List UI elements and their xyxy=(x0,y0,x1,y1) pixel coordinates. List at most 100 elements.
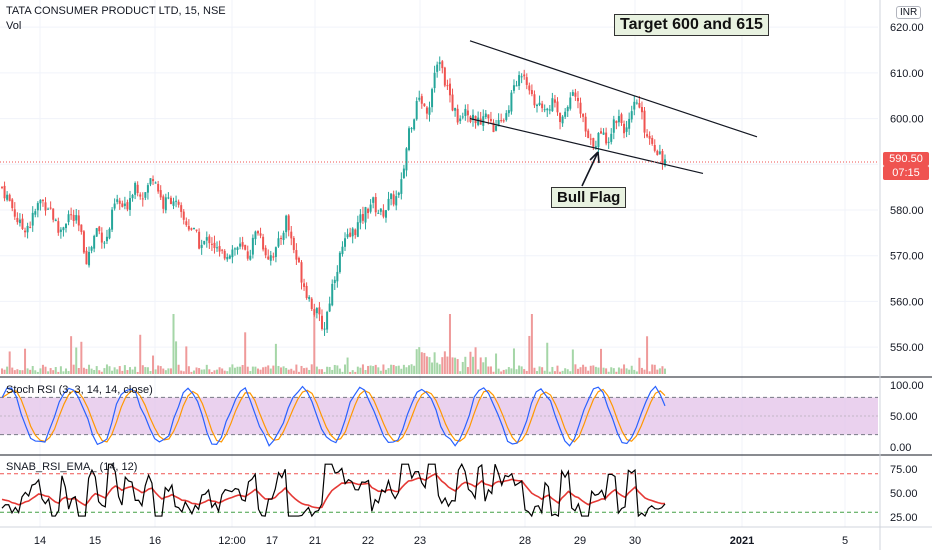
volume-bar xyxy=(162,368,165,374)
candle-body xyxy=(18,219,21,224)
candle-body xyxy=(70,214,73,216)
candle-body xyxy=(3,185,6,199)
candle-body xyxy=(392,194,395,205)
volume-bar xyxy=(338,368,341,374)
candle-body xyxy=(405,148,408,171)
candle-body xyxy=(1,186,3,188)
volume-bar xyxy=(231,364,234,374)
candle-body xyxy=(617,116,620,123)
volume-bar xyxy=(280,367,283,374)
volume-bar xyxy=(448,314,451,374)
volume-bar xyxy=(287,369,290,374)
volume-bar xyxy=(382,364,385,374)
volume-bar xyxy=(474,347,477,374)
candle-body xyxy=(295,250,298,260)
candle-body xyxy=(459,118,462,122)
candle-body xyxy=(34,211,37,215)
volume-bar xyxy=(433,352,436,374)
candle-body xyxy=(300,262,303,283)
volume-bar xyxy=(648,371,651,374)
volume-bar xyxy=(310,364,313,374)
candle-body xyxy=(400,179,403,194)
volume-bar xyxy=(264,366,267,374)
volume-bars xyxy=(1,314,666,374)
volume-bar xyxy=(269,368,272,374)
volume-bar xyxy=(313,314,316,374)
volume-bar xyxy=(431,362,434,374)
candle-body xyxy=(556,101,559,113)
candle-body xyxy=(236,247,239,250)
volume-bar xyxy=(628,369,631,374)
candle-body xyxy=(146,185,149,193)
volume-bar xyxy=(525,370,528,374)
volume-bar xyxy=(410,364,413,374)
candle-body xyxy=(162,196,165,209)
candle-body xyxy=(182,211,185,220)
volume-bar xyxy=(625,368,628,374)
candle-body xyxy=(297,257,300,263)
candle-body xyxy=(6,194,9,200)
volume-bar xyxy=(190,371,193,374)
volume-bar xyxy=(423,352,426,374)
volume-bar xyxy=(372,366,375,374)
volume-bar xyxy=(123,365,126,374)
time-axis-label: 29 xyxy=(574,535,586,547)
candle-body xyxy=(131,195,134,199)
candle-body xyxy=(318,307,321,315)
volume-bar xyxy=(315,366,318,374)
volume-bar xyxy=(346,357,349,374)
candle-body xyxy=(653,144,656,151)
price-tick-label: 570.00 xyxy=(890,251,924,263)
volume-bar xyxy=(210,371,213,374)
candle-body xyxy=(515,85,518,87)
volume-bar xyxy=(21,370,24,374)
volume-bar xyxy=(113,367,116,374)
stoch-rsi-label: Stoch RSI (3, 3, 14, 14, close) xyxy=(6,384,153,396)
volume-bar xyxy=(226,371,229,374)
volume-bar xyxy=(274,343,277,374)
candle-body xyxy=(569,97,572,109)
candle-body xyxy=(443,67,446,86)
volume-bar xyxy=(192,370,195,374)
candle-body xyxy=(451,94,454,111)
candle-body xyxy=(346,234,349,238)
volume-bar xyxy=(169,368,172,374)
volume-bar xyxy=(59,366,62,374)
volume-bar xyxy=(75,347,78,374)
candle-body xyxy=(123,203,126,206)
candle-body xyxy=(625,127,628,132)
volume-bar xyxy=(461,361,464,374)
volume-bar xyxy=(141,365,144,374)
candle-body xyxy=(249,255,252,260)
time-axis-label: 2021 xyxy=(730,535,754,547)
volume-bar xyxy=(651,364,654,374)
bar-countdown-tag: 07:15 xyxy=(883,166,929,180)
volume-bar xyxy=(118,366,121,374)
candle-body xyxy=(185,221,188,226)
currency-badge[interactable]: INR xyxy=(896,6,922,19)
volume-bar xyxy=(633,369,636,374)
candle-body xyxy=(664,159,666,166)
volume-bar xyxy=(528,335,531,374)
candle-body xyxy=(592,138,595,147)
volume-bar xyxy=(320,369,323,374)
price-tick-label: 550.00 xyxy=(890,342,924,354)
candle-body xyxy=(57,221,60,233)
volume-bar xyxy=(597,367,600,374)
candle-body xyxy=(413,119,416,130)
volume-bar xyxy=(198,368,201,374)
volume-bar xyxy=(415,349,418,374)
volume-bar xyxy=(208,369,211,374)
candle-body xyxy=(54,219,57,222)
volume-bar xyxy=(569,371,572,374)
volume-bar xyxy=(548,371,551,374)
candle-body xyxy=(116,199,119,202)
volume-bar xyxy=(587,370,590,374)
volume-bar xyxy=(259,369,262,374)
candle-body xyxy=(113,203,116,209)
volume-bar xyxy=(559,371,562,374)
candle-body xyxy=(390,193,393,200)
volume-bar xyxy=(441,357,444,374)
volume-bar xyxy=(630,365,633,374)
